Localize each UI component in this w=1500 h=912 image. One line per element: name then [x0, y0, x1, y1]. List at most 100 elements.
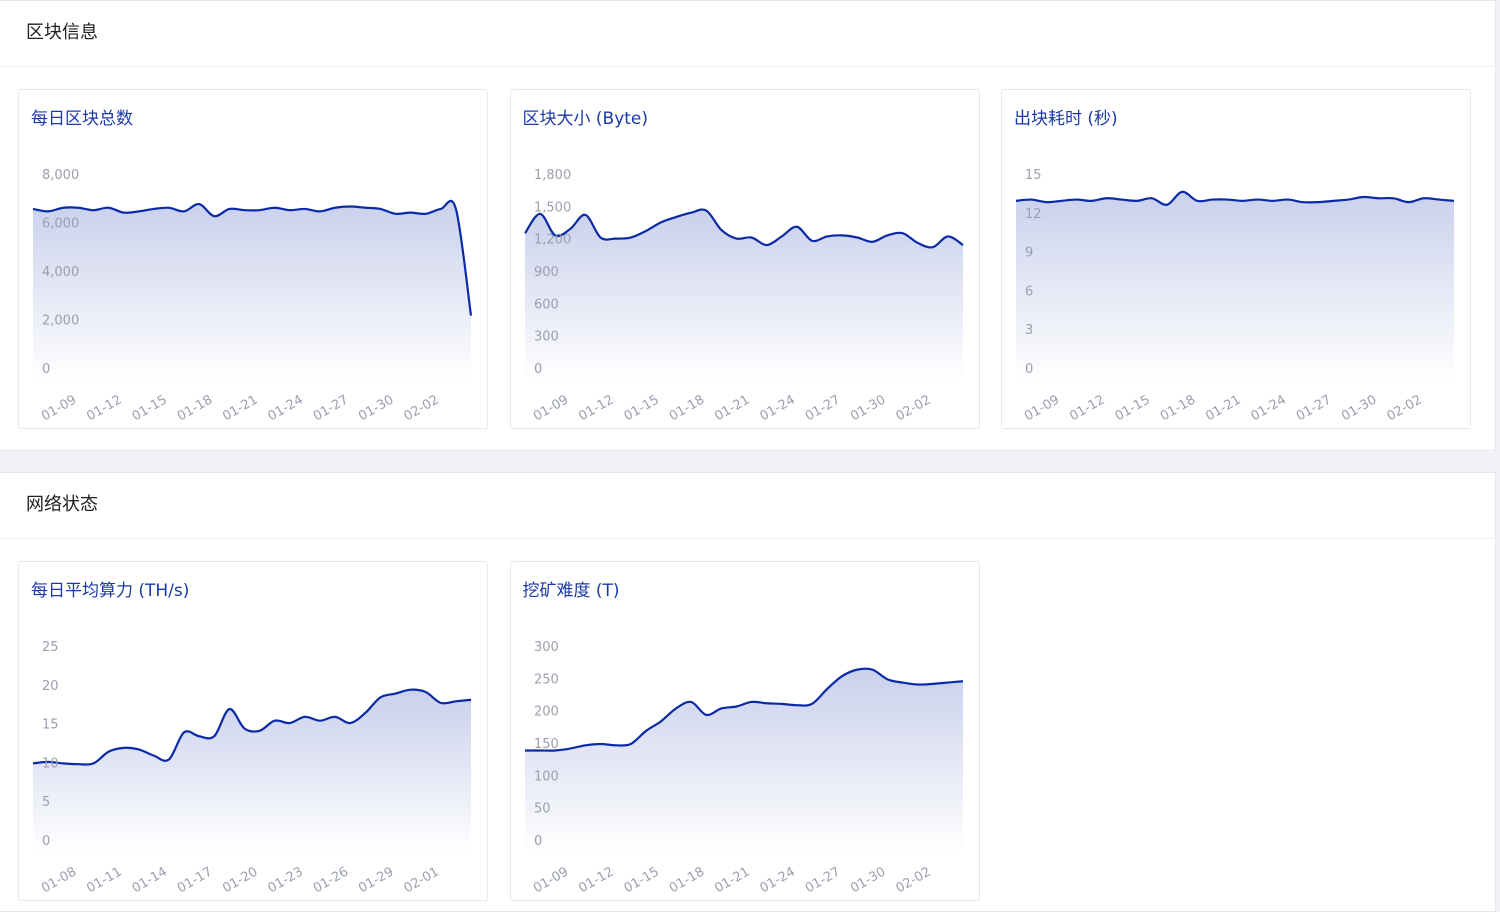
y-tick-label: 50 — [534, 802, 551, 817]
y-tick-label: 5 — [42, 795, 50, 810]
x-tick-label: 01-14 — [130, 864, 170, 896]
area — [33, 689, 471, 853]
y-tick-label: 15 — [1025, 168, 1042, 183]
x-tick-label: 01-30 — [1339, 392, 1379, 424]
chart: 0 300 600 900 1,200 1,500 1,800 01-09 01-12 01-15… — [523, 168, 964, 424]
x-tick-label: 01-24 — [757, 864, 797, 896]
chart-title: 每日平均算力 (TH/s) — [31, 581, 190, 601]
x-tick-label: 01-21 — [712, 392, 752, 424]
x-tick-label: 01-27 — [802, 392, 842, 424]
y-tick-label: 0 — [534, 834, 542, 849]
x-tick-label: 01-17 — [175, 864, 215, 896]
x-tick-label: 01-18 — [175, 392, 215, 424]
y-tick-label: 4,000 — [42, 265, 79, 280]
line — [32, 199, 473, 316]
x-tick-label: 01-18 — [666, 864, 706, 896]
x-tick-label: 01-09 — [39, 392, 79, 424]
line — [524, 667, 963, 752]
y-tick-label: 10 — [42, 756, 59, 771]
y-tick-label: 100 — [534, 769, 559, 784]
chart-card: 0 5 10 15 20 25 01-08 01-11 01-14 01-17 01-20 01-23… — [18, 561, 488, 901]
chart-title: 挖矿难度 (T) — [522, 581, 620, 601]
x-tick-label: 01-30 — [848, 864, 888, 896]
y-tick-label: 900 — [534, 265, 559, 280]
area — [524, 209, 963, 381]
x-tick-label: 01-18 — [666, 392, 706, 424]
x-tick-label: 01-12 — [84, 392, 124, 424]
y-tick-label: 0 — [1025, 362, 1033, 377]
area — [524, 668, 963, 853]
y-tick-label: 150 — [534, 737, 559, 752]
x-tick-label: 02-02 — [893, 864, 933, 896]
x-tick-label: 01-21 — [1203, 392, 1243, 424]
y-tick-label: 1,800 — [534, 168, 571, 183]
y-tick-label: 1,500 — [534, 200, 571, 215]
chart-card: 0 300 600 900 1,200 1,500 1,800 01-09 01-12 01-15… — [509, 89, 980, 429]
x-tick-label: 01-24 — [266, 392, 306, 424]
section-title: 网络状态 — [0, 473, 1495, 539]
x-tick-label: 02-02 — [1384, 392, 1424, 424]
chart-title: 出块耗时 (秒) — [1014, 109, 1118, 129]
chart-title: 每日区块总数 — [31, 109, 133, 129]
x-tick-label: 01-08 — [39, 864, 79, 896]
y-tick-label: 25 — [42, 640, 59, 655]
x-tick-label: 01-15 — [621, 864, 661, 896]
y-tick-label: 15 — [42, 718, 59, 733]
y-tick-label: 0 — [42, 362, 50, 377]
x-tick-label: 02-02 — [893, 392, 933, 424]
x-tick-label: 02-02 — [401, 392, 441, 424]
x-tick-label: 01-24 — [1249, 392, 1289, 424]
section-panel: 网络状态 0 5 10 15 20 25 01-08 01-11 01-14 01-17 01-20 0… — [0, 472, 1496, 912]
x-tick-label: 01-09 — [530, 864, 570, 896]
x-tick-label: 01-23 — [266, 864, 306, 896]
section-title: 区块信息 — [0, 1, 1495, 67]
chart: 0 2,000 4,000 6,000 8,000 01-09 01-12 01-15 01-1… — [32, 168, 473, 424]
x-tick-label: 01-24 — [757, 392, 797, 424]
x-tick-label: 01-30 — [848, 392, 888, 424]
y-tick-label: 6 — [1025, 284, 1033, 299]
y-tick-label: 9 — [1025, 246, 1033, 261]
y-tick-label: 300 — [534, 640, 559, 655]
chart-card: 0 2,000 4,000 6,000 8,000 01-09 01-12 01-15 01-1… — [18, 89, 488, 429]
line — [32, 688, 472, 766]
x-tick-label: 01-09 — [1022, 392, 1062, 424]
y-tick-label: 200 — [534, 705, 559, 720]
chart: 0 5 10 15 20 25 01-08 01-11 01-14 01-17 01-20 01-23… — [32, 640, 472, 896]
chart-title: 区块大小 (Byte) — [522, 109, 649, 129]
x-tick-label: 01-12 — [1067, 392, 1107, 424]
y-tick-label: 2,000 — [42, 314, 79, 329]
section-panel: 区块信息 0 2,000 4,000 6,000 8,000 01-09 01-12 01-15… — [0, 0, 1496, 451]
x-tick-label: 01-27 — [1294, 392, 1334, 424]
y-tick-label: 0 — [42, 834, 50, 849]
x-tick-label: 01-26 — [311, 864, 351, 896]
x-tick-label: 01-15 — [130, 392, 170, 424]
y-tick-label: 6,000 — [42, 217, 79, 232]
area — [1016, 191, 1454, 381]
x-tick-label: 02-01 — [401, 864, 441, 896]
x-tick-label: 01-15 — [621, 392, 661, 424]
chart-card: 0 3 6 9 12 15 01-09 01-12 01-15 01-18 01-21 01-24 01… — [1001, 89, 1471, 429]
x-tick-label: 01-21 — [220, 392, 260, 424]
y-tick-label: 600 — [534, 297, 559, 312]
y-tick-label: 250 — [534, 672, 559, 687]
x-tick-label: 01-29 — [356, 864, 396, 896]
x-tick-label: 01-12 — [576, 864, 616, 896]
chart-card: 0 50 100 150 200 250 300 01-09 01-12 01-15 01-18 01… — [509, 561, 980, 901]
x-tick-label: 01-09 — [530, 392, 570, 424]
y-tick-label: 1,200 — [534, 233, 571, 248]
y-tick-label: 0 — [534, 362, 542, 377]
x-tick-label: 01-20 — [220, 864, 260, 896]
y-tick-label: 3 — [1025, 323, 1033, 338]
x-tick-label: 01-15 — [1113, 392, 1153, 424]
area — [33, 200, 471, 381]
y-tick-label: 12 — [1025, 207, 1042, 222]
x-tick-label: 01-27 — [802, 864, 842, 896]
y-tick-label: 8,000 — [42, 168, 79, 183]
x-tick-label: 01-27 — [311, 392, 351, 424]
y-tick-label: 300 — [534, 330, 559, 345]
y-tick-label: 20 — [42, 679, 59, 694]
x-tick-label: 01-21 — [712, 864, 752, 896]
